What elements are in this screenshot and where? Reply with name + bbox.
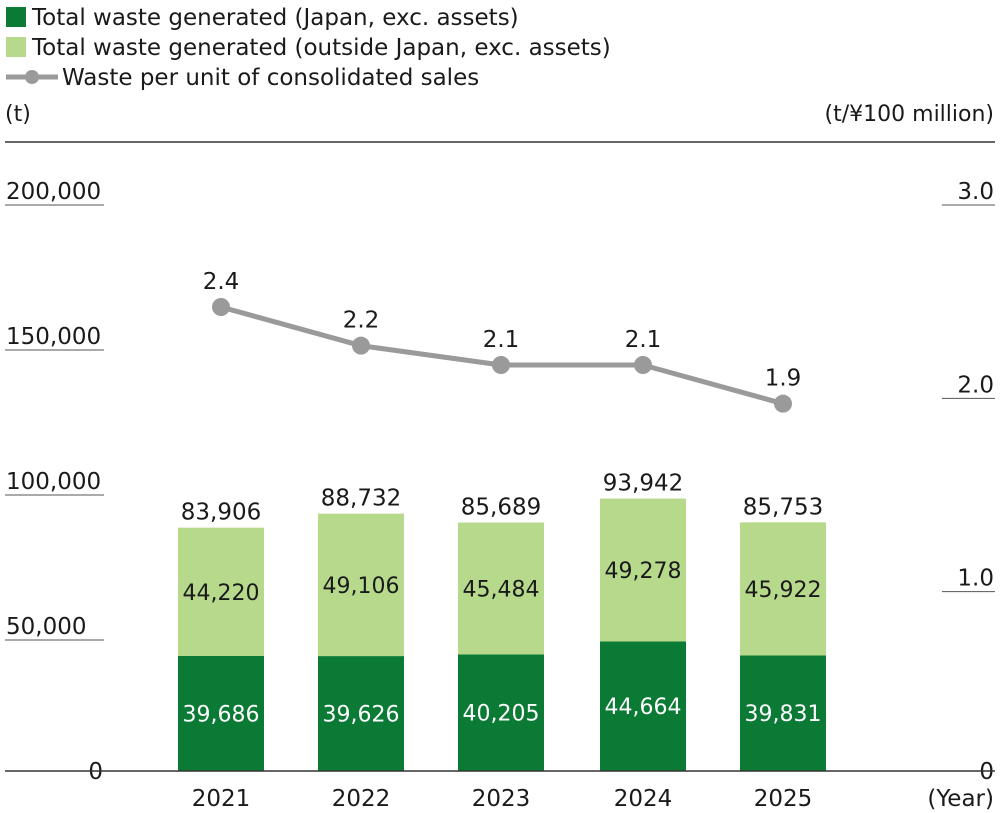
- line-label-2021: 2.4: [203, 269, 240, 295]
- legend: Total waste generated (Japan, exc. asset…: [6, 5, 611, 91]
- line-point-2023: [492, 356, 510, 374]
- right-tick-label: 0: [979, 759, 994, 785]
- line-label-2023: 2.1: [483, 327, 520, 353]
- left-axis-unit: (t): [5, 102, 31, 127]
- bar-total-label-2023: 85,689: [461, 495, 541, 521]
- bar-label-japan-2021: 39,686: [183, 702, 260, 727]
- left-tick-label: 0: [88, 759, 103, 785]
- left-tick-label: 100,000: [6, 469, 101, 495]
- bar-label-japan-2024: 44,664: [605, 695, 682, 720]
- legend-label-2: Total waste generated (outside Japan, ex…: [31, 35, 611, 61]
- left-axis-ticks: 200,000 150,000 100,000 50,000 0: [5, 179, 104, 785]
- bar-outside-japan-2025: [740, 522, 826, 656]
- left-tick-label: 150,000: [6, 324, 101, 350]
- legend-label-1: Total waste generated (Japan, exc. asset…: [31, 5, 519, 31]
- bar-total-label-2025: 85,753: [743, 494, 823, 520]
- bar-outside-japan-2022: [318, 513, 404, 657]
- bars: 39,686 44,220 83,906 39,626 49,106 88,732 40,2…: [178, 471, 826, 771]
- bar-label-japan-2022: 39,626: [323, 703, 400, 728]
- bar-total-label-2022: 88,732: [321, 486, 401, 512]
- x-axis-unit: (Year): [927, 786, 994, 812]
- bar-label-outside-japan-2024: 49,278: [605, 559, 682, 584]
- bar-total-label-2024: 93,942: [603, 471, 683, 497]
- right-tick-label: 3.0: [957, 179, 994, 205]
- left-tick-label: 200,000: [6, 179, 101, 205]
- line-label-2022: 2.2: [343, 308, 380, 334]
- bar-outside-japan-2023: [458, 522, 544, 655]
- line-series: 2.4 2.2 2.1 2.1 1.9: [203, 269, 802, 413]
- legend-swatch-1: [6, 7, 26, 27]
- legend-swatch-2: [6, 37, 26, 57]
- bar-outside-japan-2024: [600, 498, 686, 642]
- bar-label-japan-2023: 40,205: [463, 702, 540, 727]
- line-point-2021: [212, 298, 230, 316]
- legend-line-marker: [25, 70, 39, 84]
- bar-total-label-2021: 83,906: [181, 500, 261, 526]
- right-axis-unit: (t/¥100 million): [825, 102, 994, 127]
- x-tick-2023: 2023: [472, 786, 531, 812]
- legend-label-3: Waste per unit of consolidated sales: [62, 65, 479, 91]
- line-point-2024: [634, 356, 652, 374]
- bar-japan-2025: [740, 655, 826, 771]
- x-tick-2024: 2024: [614, 786, 673, 812]
- bar-outside-japan-2021: [178, 527, 264, 656]
- line-label-2024: 2.1: [625, 327, 662, 353]
- bar-japan-2021: [178, 655, 264, 771]
- bar-label-japan-2025: 39,831: [745, 702, 822, 727]
- bar-label-outside-japan-2025: 45,922: [745, 578, 822, 603]
- line-label-2025: 1.9: [765, 366, 802, 392]
- left-tick-label: 50,000: [6, 614, 86, 640]
- bar-label-outside-japan-2023: 45,484: [463, 577, 540, 602]
- x-axis-labels: 2021 2022 2023 2024 2025: [192, 786, 813, 812]
- bar-japan-2023: [458, 654, 544, 771]
- line-waste-per-sales: [220, 304, 784, 407]
- bar-japan-2022: [318, 656, 404, 771]
- bar-label-outside-japan-2021: 44,220: [183, 581, 260, 606]
- axis-units: (t) (t/¥100 million): [5, 102, 994, 127]
- line-point-2022: [352, 336, 370, 355]
- right-axis-ticks: 3.0 2.0 1.0 0: [942, 179, 995, 785]
- x-tick-2022: 2022: [332, 786, 391, 812]
- bar-label-outside-japan-2022: 49,106: [323, 574, 400, 599]
- x-tick-2021: 2021: [192, 786, 251, 812]
- right-tick-label: 1.0: [957, 566, 994, 592]
- x-tick-2025: 2025: [754, 786, 813, 812]
- bar-japan-2024: [600, 641, 686, 771]
- line-point-2025: [774, 394, 792, 413]
- right-tick-label: 2.0: [957, 372, 994, 398]
